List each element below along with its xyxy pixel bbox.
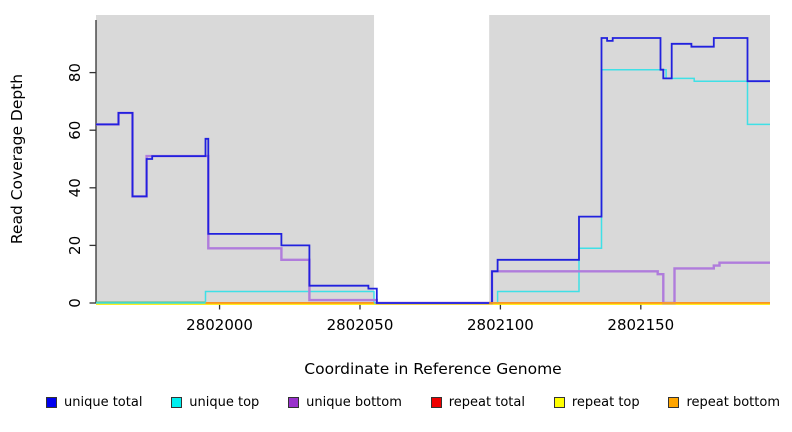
plot-background-bands <box>96 15 770 303</box>
x-tick-label: 2802000 <box>186 316 253 334</box>
legend-item-repeat-bottom: repeat bottom <box>668 395 780 410</box>
legend-swatch-unique-bottom <box>288 397 300 408</box>
shaded-band <box>96 15 375 303</box>
y-tick-label: 60 <box>66 121 84 140</box>
legend-label: unique total <box>64 395 143 410</box>
legend-item-unique-top: unique top <box>171 395 259 410</box>
legend-item-repeat-top: repeat top <box>553 395 640 410</box>
legend-swatch-repeat-top <box>553 397 565 408</box>
coverage-series-lines <box>96 37 770 305</box>
legend-label: repeat top <box>571 395 640 410</box>
legend-label: unique bottom <box>306 395 402 410</box>
shaded-band <box>489 15 770 303</box>
legend-label: repeat bottom <box>686 395 780 410</box>
series-line-unique-total <box>96 37 770 304</box>
legend-swatch-unique-top <box>171 397 183 408</box>
y-tick-label: 20 <box>66 236 84 255</box>
y-axis-title: Read Coverage Depth <box>8 74 26 244</box>
legend-label: unique top <box>189 395 260 410</box>
y-tick-label: 80 <box>66 63 84 82</box>
x-tick-label: 2802150 <box>607 316 674 334</box>
series-line-unique-top <box>96 68 770 304</box>
legend-swatch-repeat-total <box>430 397 442 408</box>
y-tick-label: 0 <box>66 298 84 308</box>
legend-item-unique-total: unique total <box>46 395 142 410</box>
x-tick-label: 2802100 <box>467 316 534 334</box>
legend-swatch-unique-total <box>46 397 57 408</box>
x-axis-title: Coordinate in Reference Genome <box>304 360 561 378</box>
x-tick-label: 2802050 <box>327 316 394 334</box>
legend-item-unique-bottom: unique bottom <box>288 395 402 410</box>
coverage-chart: 2802000 2802050 2802100 2802150 0 20 40 60 80 Co… <box>8 15 770 378</box>
plot-axes: 2802000 2802050 2802100 2802150 0 20 40 60 80 <box>66 20 770 334</box>
y-tick-label: 40 <box>66 178 84 197</box>
chart-legend: unique total unique top unique bottom repea… <box>0 395 792 410</box>
legend-label: repeat total <box>448 395 525 410</box>
legend-item-repeat-total: repeat total <box>430 395 525 410</box>
legend-swatch-repeat-bottom <box>668 397 680 408</box>
